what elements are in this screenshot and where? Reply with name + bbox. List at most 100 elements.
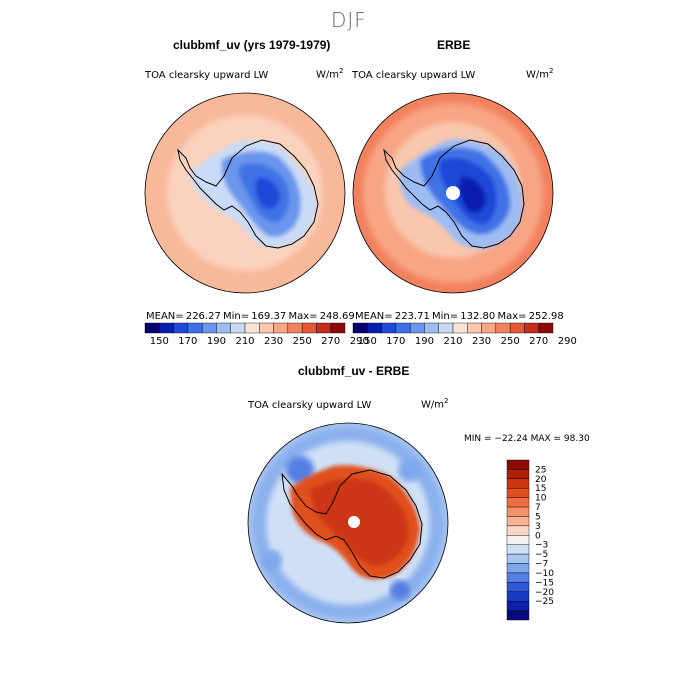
obs-colorbar-swatch [381, 322, 397, 334]
model-colorbar-tick-label: 170 [178, 336, 197, 347]
obs-panel-title: ERBE [437, 38, 471, 52]
diff-colorbar-tick-label: −15 [535, 578, 554, 588]
diff-panel-title: clubbmf_uv - ERBE [298, 364, 410, 378]
obs-panel-stats: MEAN= 223.71 Min= 132.80 Max= 252.98 [355, 311, 564, 322]
obs-colorbar-tick-label: 290 [558, 336, 577, 347]
model-polar-map [145, 93, 345, 293]
obs-colorbar-swatch [352, 322, 368, 334]
diff-colorbar-tick-label: 3 [535, 522, 541, 532]
obs-colorbar-swatch [424, 322, 439, 334]
model-colorbar-swatch [187, 322, 203, 334]
diff-colorbar-swatch [506, 600, 530, 611]
diff-colorbar-swatch [506, 478, 530, 489]
model-panel-units: W/m2 [316, 67, 344, 81]
diff-colorbar-swatch [506, 572, 530, 583]
diff-colorbar-swatch [506, 488, 530, 498]
diff-colorbar-tick-label: −5 [535, 550, 548, 560]
obs-colorbar-tick-label: 170 [386, 336, 405, 347]
diff-polar-map [248, 423, 448, 623]
model-colorbar-swatch [173, 322, 189, 334]
obs-colorbar-swatch [438, 322, 454, 334]
obs-colorbar-swatch [509, 322, 525, 334]
diff-colorbar-tick-label: −25 [535, 597, 554, 607]
model-colorbar-swatch [316, 322, 331, 334]
obs-colorbar-tick-label: 270 [529, 336, 548, 347]
model-colorbar-swatch [259, 322, 274, 334]
model-colorbar-swatch [230, 322, 246, 334]
diff-colorbar-tick-label: 5 [535, 512, 541, 522]
obs-colorbar-swatch [467, 322, 482, 334]
model-map-border [144, 92, 346, 294]
obs-colorbar-tick-label: 150 [358, 336, 377, 347]
model-colorbar-tick-label: 230 [264, 336, 283, 347]
diff-colorbar-tick-label: −7 [535, 560, 548, 570]
model-colorbar-swatch [273, 322, 289, 334]
diff-colorbar-swatch [506, 544, 530, 555]
model-panel-title: clubbmf_uv (yrs 1979-1979) [173, 38, 331, 52]
diff-colorbar-tick-label: 20 [535, 475, 547, 485]
diff-colorbar-tick-label: 15 [535, 484, 546, 494]
obs-panel-units: W/m2 [526, 67, 554, 81]
obs-colorbar-swatch [538, 322, 554, 334]
diff-colorbar-swatch [506, 582, 530, 592]
diff-colorbar-swatch [506, 535, 530, 545]
diff-map-border [247, 422, 449, 624]
obs-colorbar-swatch [367, 322, 382, 334]
model-colorbar-tick-label: 210 [235, 336, 254, 347]
model-colorbar-swatch [216, 322, 231, 334]
model-panel-subtitle: TOA clearsky upward LW [145, 70, 269, 81]
model-colorbar-tick-label: 150 [150, 336, 169, 347]
obs-colorbar-swatch [524, 322, 539, 334]
model-colorbar-tick-label: 270 [321, 336, 340, 347]
diff-colorbar-tick-label: 10 [535, 494, 547, 504]
diff-colorbar-tick-label: −3 [535, 541, 548, 551]
diff-colorbar-swatch [506, 553, 530, 564]
diff-colorbar-swatch [506, 563, 530, 574]
diff-panel-subtitle: TOA clearsky upward LW [248, 400, 372, 411]
diff-colorbar-swatch [506, 610, 530, 621]
page-title: DJF [331, 8, 367, 32]
diff-colorbar-swatch [506, 506, 530, 517]
obs-colorbar-tick-label: 210 [443, 336, 462, 347]
model-colorbar-tick-label: 250 [293, 336, 312, 347]
diff-colorbar-tick-label: 25 [535, 465, 546, 475]
obs-colorbar-tick-label: 190 [415, 336, 434, 347]
obs-colorbar-swatch [495, 322, 511, 334]
obs-colorbar-tick-label: 230 [472, 336, 491, 347]
diff-colorbar-swatch [506, 497, 530, 508]
model-colorbar-swatch [244, 322, 260, 334]
model-colorbar-swatch [159, 322, 174, 334]
model-colorbar-swatch [330, 322, 346, 334]
obs-map-border [352, 92, 554, 294]
obs-colorbar-swatch [481, 322, 497, 334]
model-colorbar-tick-label: 190 [207, 336, 226, 347]
diff-colorbar-swatch [506, 591, 530, 602]
diff-panel-stats: MIN = −22.24 MAX = 98.30 [464, 434, 590, 444]
model-colorbar-swatch [144, 322, 160, 334]
model-panel-stats: MEAN= 226.27 Min= 169.37 Max= 248.69 [146, 311, 355, 322]
diff-colorbar-swatch [506, 469, 530, 480]
obs-polar-map [353, 93, 553, 293]
antarctica-coastline [177, 139, 319, 249]
obs-colorbar: 150 170 190 210 230 250 270 290 [352, 322, 577, 347]
diff-colorbar-tick-label: −10 [535, 569, 554, 579]
diff-colorbar-tick-label: 0 [535, 531, 541, 541]
diff-colorbar-swatch [506, 516, 530, 527]
obs-colorbar-tick-label: 250 [501, 336, 520, 347]
diff-colorbar-tick-label: −20 [535, 588, 554, 598]
obs-panel-subtitle: TOA clearsky upward LW [352, 70, 476, 81]
model-colorbar-swatch [301, 322, 317, 334]
obs-colorbar-swatch [452, 322, 468, 334]
model-colorbar-tick-label: 290 [350, 336, 369, 347]
diff-colorbar-swatch [506, 459, 530, 470]
diff-colorbar-swatch [506, 525, 530, 536]
model-colorbar: 150 170 190 210 230 250 270 290 [144, 322, 369, 347]
model-colorbar-swatch [287, 322, 303, 334]
obs-colorbar-swatch [409, 322, 425, 334]
model-colorbar-swatch [201, 322, 217, 334]
diff-panel-units: W/m2 [421, 397, 449, 411]
obs-colorbar-swatch [395, 322, 411, 334]
diff-colorbar-tick-label: 7 [535, 503, 541, 513]
